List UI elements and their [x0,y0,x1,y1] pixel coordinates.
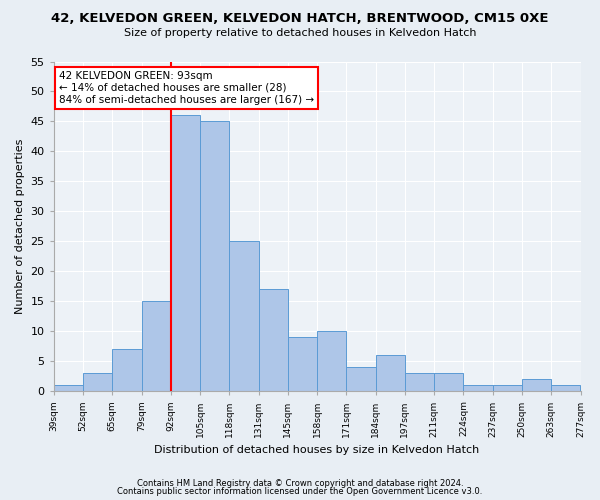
Bar [288,338,317,392]
Bar [551,386,580,392]
Y-axis label: Number of detached properties: Number of detached properties [15,138,25,314]
Bar [229,242,259,392]
Text: Size of property relative to detached houses in Kelvedon Hatch: Size of property relative to detached ho… [124,28,476,38]
Bar [171,116,200,392]
Bar [200,122,229,392]
Bar [463,386,493,392]
Text: Contains HM Land Registry data © Crown copyright and database right 2024.: Contains HM Land Registry data © Crown c… [137,478,463,488]
Bar [142,302,171,392]
Bar [83,374,112,392]
Bar [259,290,288,392]
Bar [346,368,376,392]
Bar [376,356,405,392]
Bar [434,374,463,392]
Text: 42, KELVEDON GREEN, KELVEDON HATCH, BRENTWOOD, CM15 0XE: 42, KELVEDON GREEN, KELVEDON HATCH, BREN… [51,12,549,26]
Bar [112,350,142,392]
Bar [522,380,551,392]
Bar [317,332,346,392]
X-axis label: Distribution of detached houses by size in Kelvedon Hatch: Distribution of detached houses by size … [154,445,480,455]
Bar [54,386,83,392]
Text: 42 KELVEDON GREEN: 93sqm
← 14% of detached houses are smaller (28)
84% of semi-d: 42 KELVEDON GREEN: 93sqm ← 14% of detach… [59,72,314,104]
Text: Contains public sector information licensed under the Open Government Licence v3: Contains public sector information licen… [118,487,482,496]
Bar [405,374,434,392]
Bar [493,386,522,392]
